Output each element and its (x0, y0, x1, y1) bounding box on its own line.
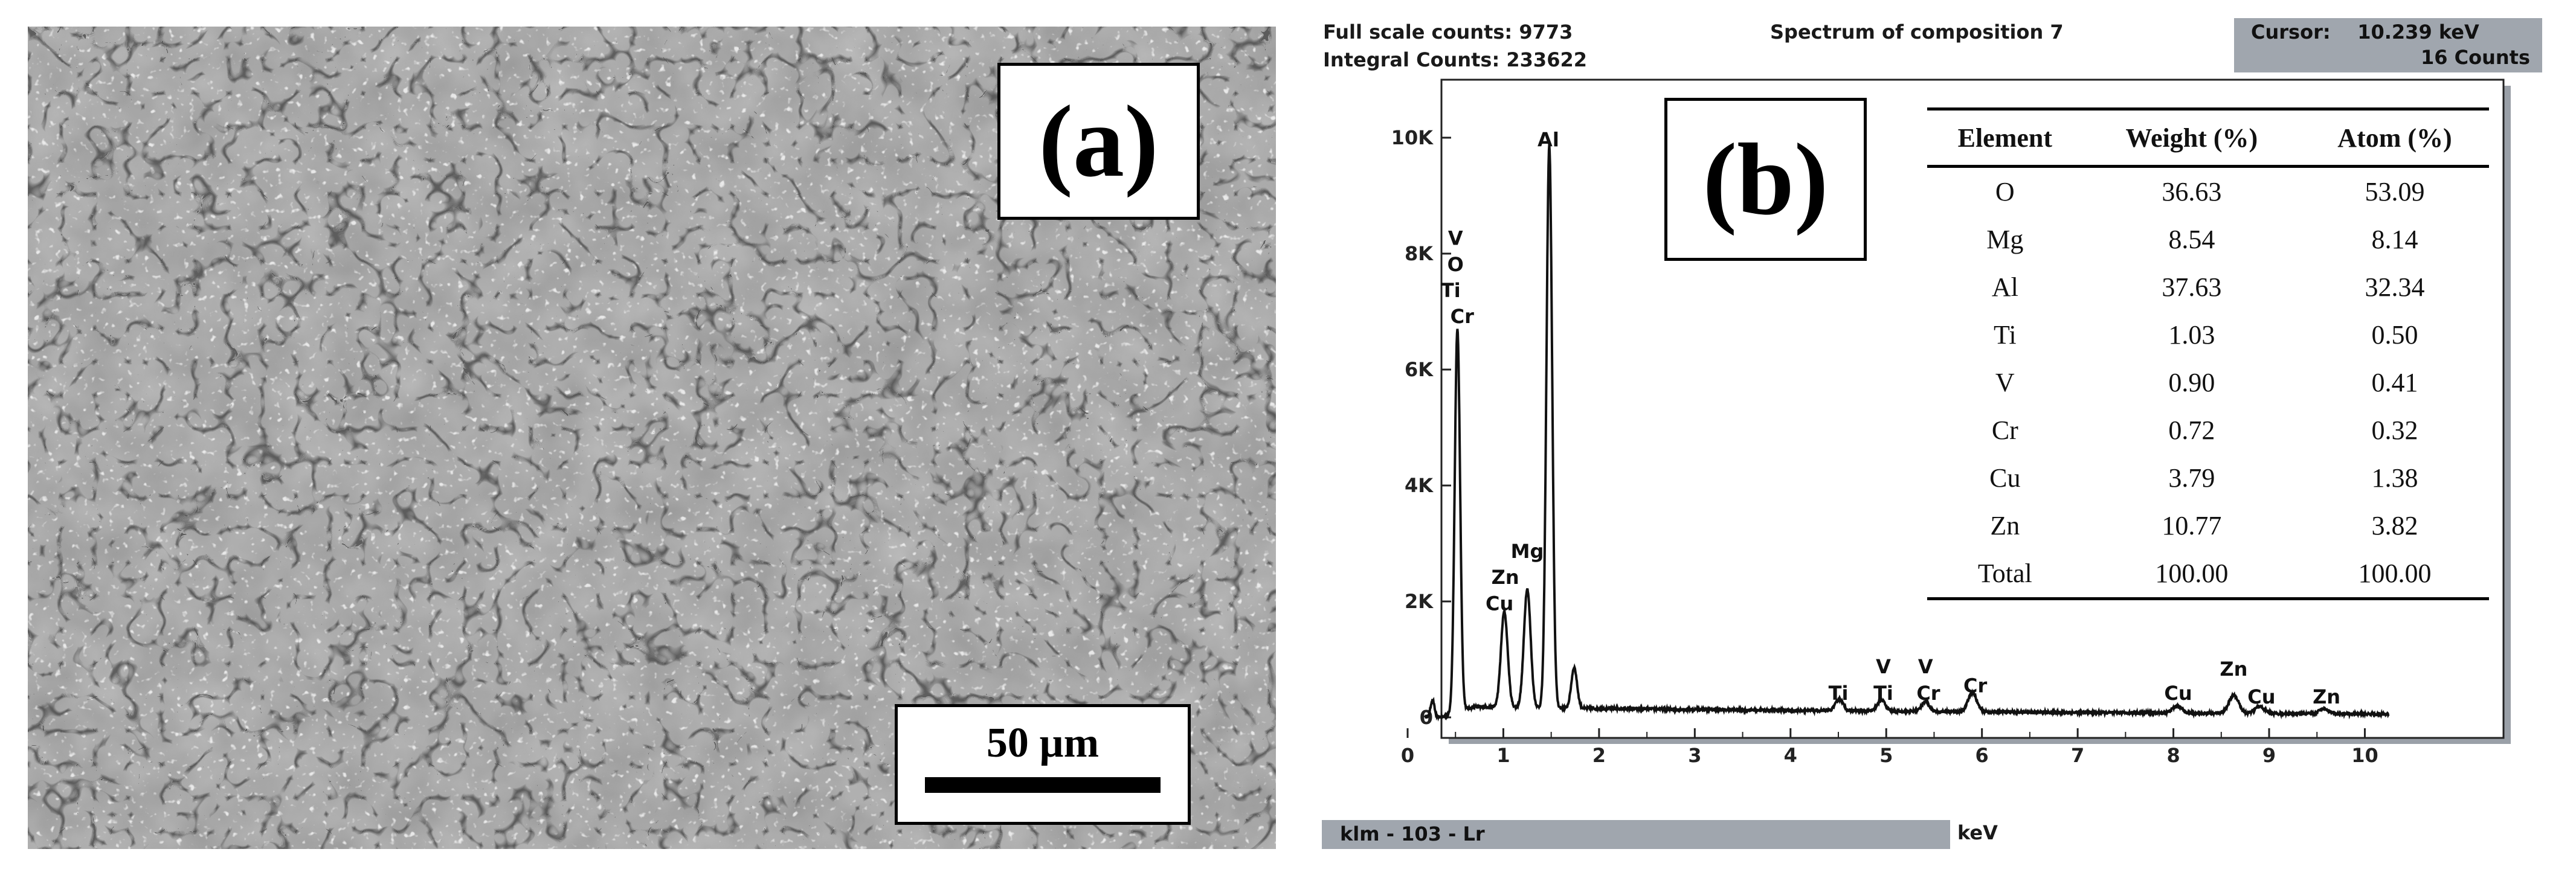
peak-label: Al (1538, 128, 1559, 151)
x-tick-label: 10 (2351, 744, 2378, 767)
peak-label: Cr (1916, 682, 1940, 705)
cell-atom: 0.32 (2371, 415, 2418, 445)
x-tick-label: 5 (1879, 744, 1893, 767)
cell-atom: 1.38 (2371, 463, 2418, 493)
peak-label: Mg (1511, 540, 1544, 563)
status-bar: klm - 103 - Lr (1322, 820, 1950, 849)
peak-label: V (1918, 655, 1933, 678)
table-row: Al 37.63 32.34 (1927, 263, 2489, 311)
y-tick-label: 6K (1405, 358, 1434, 381)
scale-bar-line (925, 777, 1161, 793)
x-axis: 0 1 2 3 4 5 6 7 8 9 10 (1401, 728, 2378, 767)
table-row: Zn 10.77 3.82 (1927, 502, 2489, 550)
peak-label: Cu (2247, 685, 2275, 708)
peak-label: Cu (2164, 682, 2192, 705)
cursor-readout: Cursor: 10.239 keV 16 Counts (2234, 18, 2542, 72)
table-row: Cr 0.72 0.32 (1927, 406, 2489, 454)
cell-atom: 100.00 (2301, 550, 2489, 600)
integral-counts: Integral Counts: 233622 (1323, 48, 1587, 71)
x-tick-label: 2 (1592, 744, 1606, 767)
scale-bar: 50 µm (895, 704, 1191, 825)
peak-label: O (1447, 253, 1464, 276)
x-axis-unit-label: keV (1957, 821, 1998, 844)
cell-element: Cu (1989, 463, 2021, 493)
cell-weight: 36.63 (2162, 177, 2222, 207)
cell-atom: 0.41 (2371, 368, 2418, 397)
cell-element: Cr (1991, 415, 2018, 445)
panel-label-b: (b) (1664, 98, 1867, 261)
peak-label: Cr (1963, 675, 1987, 697)
peak-label: Ti (1829, 682, 1849, 705)
cell-atom: 8.14 (2371, 225, 2418, 254)
cell-element: Zn (1990, 511, 2020, 540)
full-scale-counts: Full scale counts: 9773 (1323, 21, 1573, 43)
table-row: Ti 1.03 0.50 (1927, 311, 2489, 359)
y-tick-label: 2K (1405, 590, 1434, 613)
spectrum-series-line (1423, 144, 2390, 722)
table-row: V 0.90 0.41 (1927, 359, 2489, 406)
cell-weight: 1.03 (2168, 320, 2215, 350)
plot-frame (1440, 79, 2505, 739)
spectrum-title: Spectrum of composition 7 (1770, 21, 2064, 43)
x-tick-label: 4 (1784, 744, 1797, 767)
peak-label: Ti (1873, 682, 1893, 705)
header-atom: Atom (%) (2301, 107, 2489, 168)
peak-label: Ti (1441, 279, 1461, 302)
x-tick-label: 9 (2262, 744, 2276, 767)
x-tick-label: 3 (1688, 744, 1701, 767)
status-bar-text: klm - 103 - Lr (1340, 822, 1485, 845)
cell-atom: 53.09 (2365, 177, 2425, 207)
scale-bar-label: 50 µm (986, 720, 1100, 766)
cell-atom: 0.50 (2371, 320, 2418, 350)
cell-weight: 0.90 (2168, 368, 2215, 397)
x-tick-label: 1 (1496, 744, 1510, 767)
cell-element: Total (1927, 550, 2083, 600)
table-row: Cu 3.79 1.38 (1927, 454, 2489, 502)
peak-label: Cu (1486, 592, 1513, 615)
cell-element: Ti (1994, 320, 2017, 350)
x-tick-label: 6 (1975, 744, 1989, 767)
cell-weight: 3.79 (2168, 463, 2215, 493)
peak-label: V (1876, 655, 1891, 678)
cell-element: Mg (1986, 225, 2024, 254)
composition-table: Element Weight (%) Atom (%) O 36.63 53.0… (1927, 107, 2489, 600)
table-row-total: Total 100.00 100.00 (1927, 550, 2489, 600)
cell-weight: 10.77 (2162, 511, 2222, 540)
table-header-row: Element Weight (%) Atom (%) (1927, 107, 2489, 168)
peak-label: Zn (2313, 685, 2340, 708)
table-row: O 36.63 53.09 (1927, 167, 2489, 216)
peak-label: Zn (2220, 658, 2247, 681)
header-element: Element (1927, 107, 2083, 168)
peak-label: Cr (1451, 305, 1474, 328)
cell-element: O (1995, 177, 2015, 207)
x-tick-label: 8 (2166, 744, 2180, 767)
cell-weight: 37.63 (2162, 272, 2222, 302)
cell-atom: 32.34 (2365, 272, 2425, 302)
cell-element: V (1995, 368, 2015, 397)
peak-label: Zn (1492, 566, 1519, 589)
panel-label-a: (a) (997, 63, 1200, 220)
y-tick-label: 4K (1405, 474, 1434, 497)
x-tick-label: 7 (2071, 744, 2084, 767)
y-tick-label: 8K (1405, 242, 1434, 265)
cell-weight: 8.54 (2168, 225, 2215, 254)
cell-weight: 0.72 (2168, 415, 2215, 445)
header-weight: Weight (%) (2082, 107, 2301, 168)
cursor-counts: 16 Counts (2420, 46, 2530, 69)
peak-label: V (1448, 227, 1463, 250)
cell-element: Al (1991, 272, 2018, 302)
cell-atom: 3.82 (2371, 511, 2418, 540)
y-tick-label: 10K (1391, 126, 1434, 149)
cell-weight: 100.00 (2082, 550, 2301, 600)
cursor-energy: Cursor: 10.239 keV (2251, 21, 2479, 43)
x-tick-label: 0 (1401, 744, 1414, 767)
table-row: Mg 8.54 8.14 (1927, 216, 2489, 263)
sem-micrograph: (a) 50 µm (28, 27, 1276, 849)
